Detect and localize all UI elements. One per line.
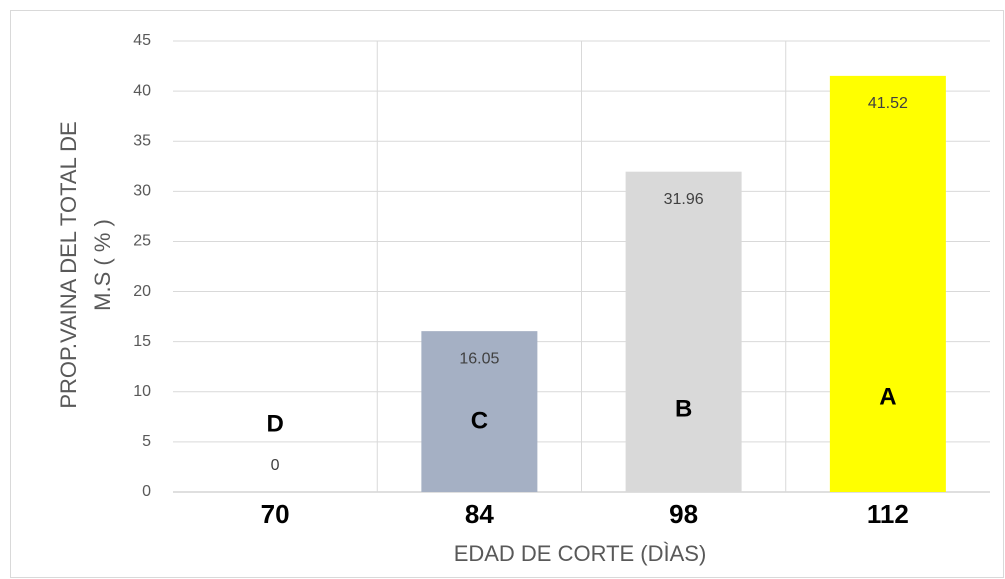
annotation: B — [675, 395, 692, 422]
y-axis-title: M.S ( % ) — [90, 219, 115, 311]
annotation: C — [471, 407, 488, 434]
bar — [829, 75, 946, 493]
y-tick-label: 25 — [133, 233, 151, 250]
y-tick-label: 30 — [133, 183, 151, 200]
bar — [625, 171, 742, 493]
x-tick-label: 112 — [867, 499, 909, 529]
x-tick-label: 98 — [669, 499, 698, 529]
x-tick-label: 70 — [261, 499, 290, 529]
y-tick-label: 0 — [142, 483, 151, 500]
chart-border — [10, 10, 1004, 578]
x-axis-title: EDAD DE CORTE (DÌAS) — [454, 541, 707, 566]
y-tick-label: 20 — [133, 283, 151, 300]
y-tick-label: 15 — [133, 333, 151, 350]
data-label: 41.52 — [868, 95, 908, 112]
x-tick-label: 84 — [465, 499, 494, 529]
y-tick-label: 45 — [133, 32, 151, 49]
data-label: 16.05 — [459, 350, 499, 367]
y-tick-label: 35 — [133, 132, 151, 149]
data-label: 31.96 — [664, 191, 704, 208]
data-label: 0 — [271, 457, 280, 474]
y-tick-label: 5 — [142, 433, 151, 450]
bar — [421, 331, 538, 492]
annotation: A — [879, 383, 896, 410]
annotation: D — [266, 410, 283, 437]
y-tick-label: 10 — [133, 383, 151, 400]
y-axis-title: PROP.VAINA DEL TOTAL DE — [56, 121, 81, 408]
y-tick-label: 40 — [133, 82, 151, 99]
